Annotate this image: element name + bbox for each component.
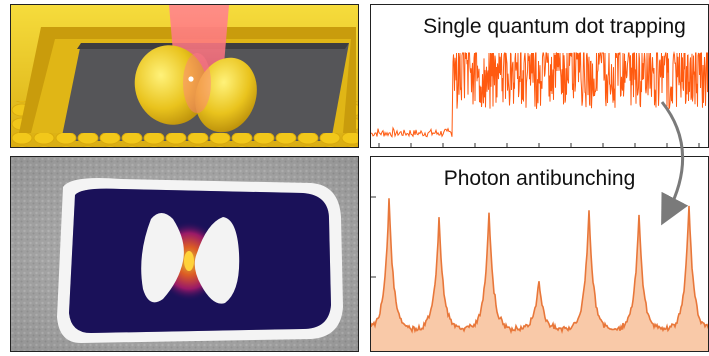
antibunching-panel: Photon antibunching	[370, 156, 709, 352]
trapping-trace-panel: Single quantum dot trapping	[370, 4, 709, 148]
aperture-rendering	[11, 5, 358, 147]
antibunching-line	[371, 198, 708, 335]
aperture-rendering-panel	[10, 4, 359, 148]
antibunching-area	[371, 198, 708, 351]
sem-image-panel	[10, 156, 359, 352]
antibunching-ticks	[371, 196, 376, 278]
trace-ticks	[378, 143, 700, 147]
antibunching-chart	[371, 196, 708, 351]
antibunching-title: Photon antibunching	[443, 167, 636, 190]
trapping-trace-title: Single quantum dot trapping	[423, 15, 686, 38]
sem-image	[11, 157, 358, 351]
trace-line	[371, 51, 708, 138]
